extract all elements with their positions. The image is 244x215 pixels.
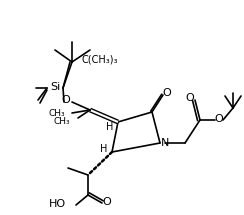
Text: O: O	[186, 93, 194, 103]
Text: CH₃: CH₃	[48, 109, 65, 118]
Text: C(CH₃)₃: C(CH₃)₃	[82, 54, 119, 64]
Text: CH₃: CH₃	[53, 118, 70, 126]
Text: O: O	[163, 88, 171, 98]
Text: O: O	[103, 197, 111, 207]
Text: N: N	[161, 138, 169, 148]
Text: O: O	[215, 114, 223, 124]
Text: H: H	[100, 144, 108, 154]
Text: Si: Si	[50, 82, 60, 92]
Text: H: H	[106, 122, 114, 132]
Text: HO: HO	[49, 199, 66, 209]
Text: O: O	[62, 95, 70, 105]
